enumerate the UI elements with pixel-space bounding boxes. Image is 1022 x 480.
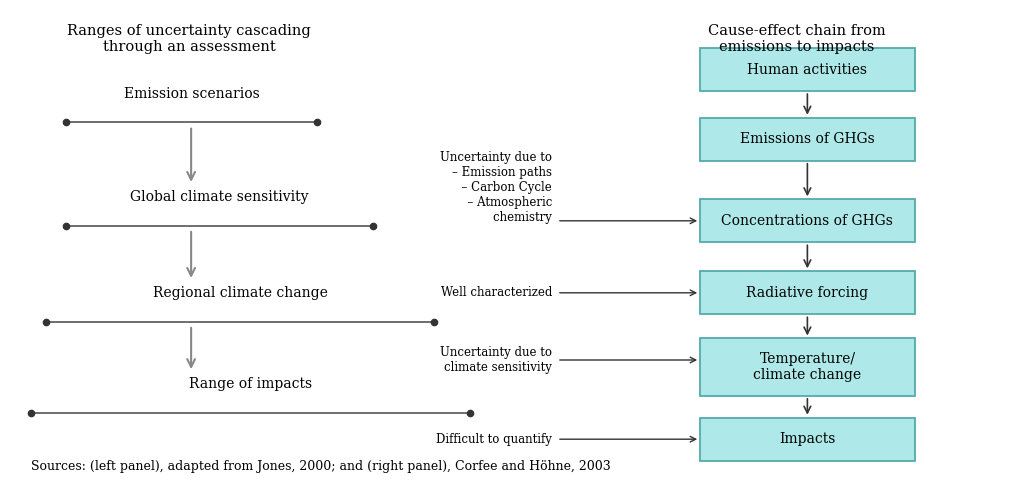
FancyBboxPatch shape (700, 271, 915, 314)
Text: Temperature/
climate change: Temperature/ climate change (753, 352, 862, 382)
Text: Concentrations of GHGs: Concentrations of GHGs (722, 214, 893, 228)
FancyBboxPatch shape (700, 199, 915, 242)
Text: Difficult to quantify: Difficult to quantify (436, 432, 552, 446)
FancyBboxPatch shape (700, 418, 915, 461)
Text: Emission scenarios: Emission scenarios (124, 86, 260, 101)
Text: Global climate sensitivity: Global climate sensitivity (131, 190, 309, 204)
Text: Human activities: Human activities (747, 62, 868, 77)
Text: Radiative forcing: Radiative forcing (746, 286, 869, 300)
Text: Uncertainty due to
– Emission paths
  – Carbon Cycle
  – Atmospheric
        che: Uncertainty due to – Emission paths – Ca… (439, 151, 552, 224)
Text: Well characterized: Well characterized (440, 286, 552, 300)
Text: Ranges of uncertainty cascading
through an assessment: Ranges of uncertainty cascading through … (67, 24, 311, 54)
FancyBboxPatch shape (700, 338, 915, 396)
Text: Cause-effect chain from
emissions to impacts: Cause-effect chain from emissions to imp… (708, 24, 886, 54)
Text: Emissions of GHGs: Emissions of GHGs (740, 132, 875, 146)
Text: Impacts: Impacts (779, 432, 836, 446)
Text: Uncertainty due to
climate sensitivity: Uncertainty due to climate sensitivity (439, 346, 552, 374)
FancyBboxPatch shape (700, 48, 915, 91)
Text: Sources: (left panel), adapted from Jones, 2000; and (right panel), Corfee and H: Sources: (left panel), adapted from Jone… (31, 460, 610, 473)
Text: Range of impacts: Range of impacts (189, 377, 312, 391)
Text: Regional climate change: Regional climate change (152, 286, 328, 300)
FancyBboxPatch shape (700, 118, 915, 161)
